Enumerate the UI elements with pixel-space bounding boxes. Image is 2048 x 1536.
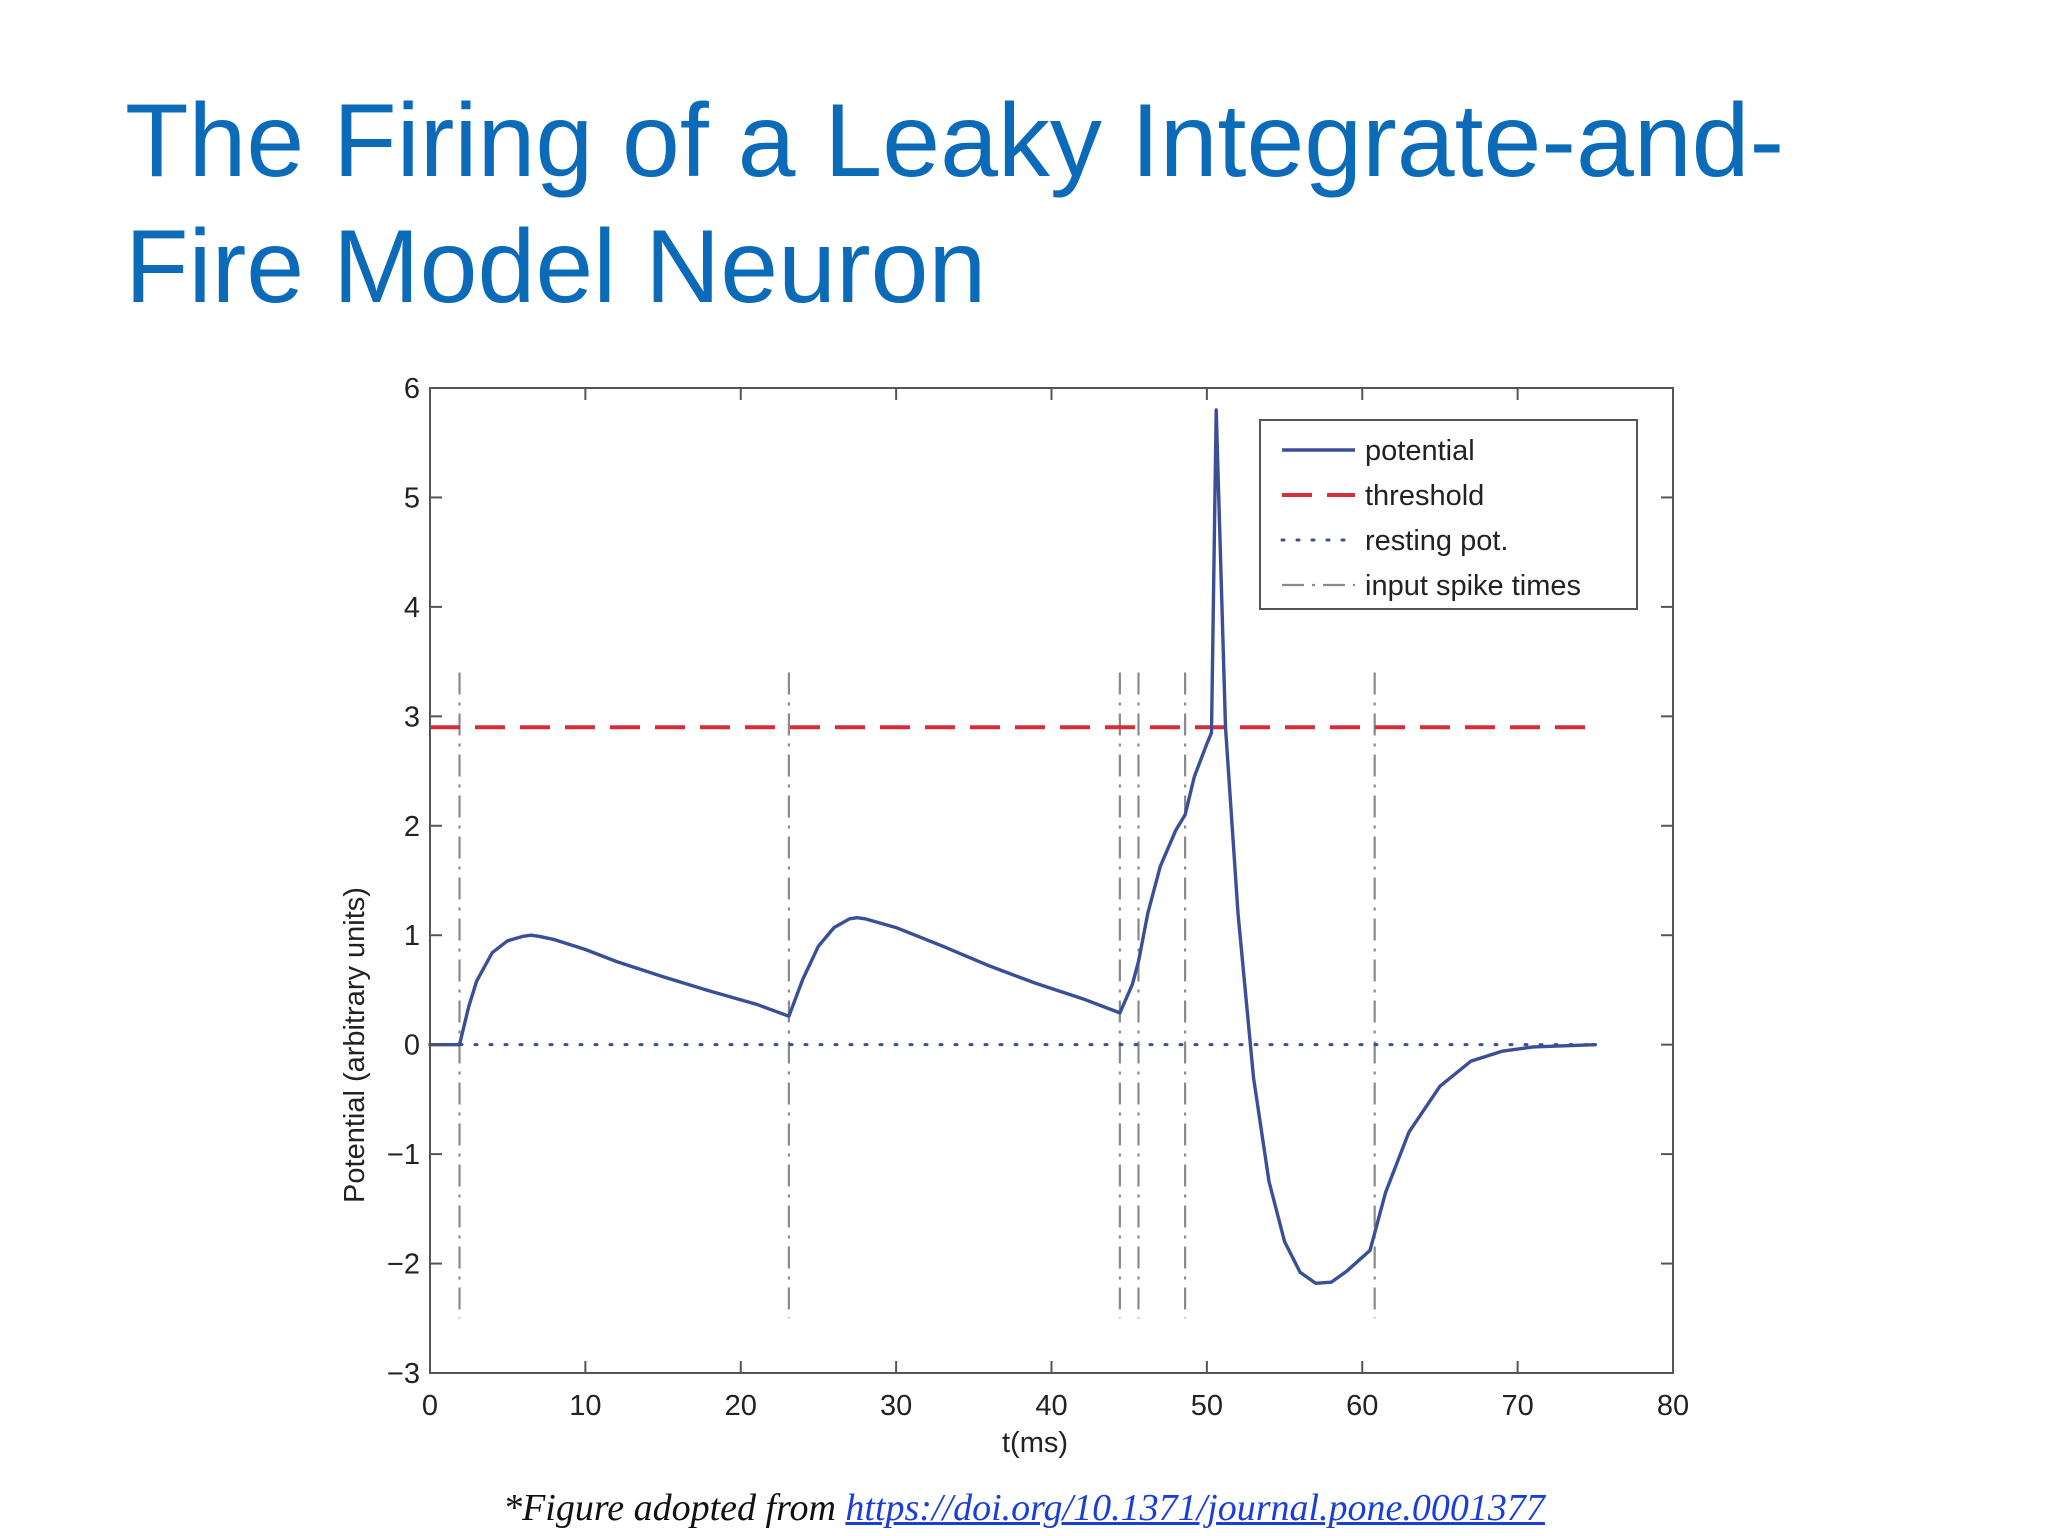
x-tick-label-50: 50	[1191, 1390, 1223, 1422]
y-tick-label-2: 2	[404, 811, 420, 843]
x-tick-label-30: 30	[880, 1390, 912, 1422]
y-tick-label-6: 6	[404, 373, 420, 405]
y-tick-label-1: 1	[404, 920, 420, 952]
doi-link[interactable]: https://doi.org/10.1371/journal.pone.000…	[845, 1487, 1545, 1529]
y-tick-label-5: 5	[404, 482, 420, 514]
legend-label-threshold: threshold	[1365, 480, 1484, 512]
x-tick-label-80: 80	[1657, 1390, 1689, 1422]
y-axis-label: Potential (arbitrary units)	[339, 887, 371, 1203]
y-tick-label-3: 3	[404, 701, 420, 733]
y-tick-label--2: −2	[387, 1249, 420, 1281]
x-tick-label-40: 40	[1035, 1390, 1067, 1422]
lif-chart: 0 10 20 30 40 50 60 70 80 −3 −2 −1 0 1 2 3 4 5 6 potential t…	[339, 373, 1689, 1459]
caption-prefix: *Figure adopted from	[503, 1487, 846, 1529]
y-tick-label--3: −3	[387, 1358, 420, 1390]
x-axis-label: t(ms)	[1002, 1427, 1068, 1459]
x-tick-label-70: 70	[1501, 1390, 1533, 1422]
slide-title: The Firing of a Leaky Integrate-and- Fir…	[125, 78, 1925, 330]
y-tick-label-0: 0	[404, 1030, 420, 1062]
plot-area: 0 10 20 30 40 50 60 70 80 −3 −2 −1 0 1 2 3 4 5 6 potential t…	[387, 373, 1689, 1422]
x-tick-label-60: 60	[1346, 1390, 1378, 1422]
legend-label-input-spike-times: input spike times	[1365, 570, 1581, 602]
y-tick-label--1: −1	[387, 1139, 420, 1171]
slide-title-line-2: Fire Model Neuron	[125, 209, 987, 325]
x-tick-label-20: 20	[725, 1390, 757, 1422]
figure-caption: *Figure adopted from https://doi.org/10.…	[0, 1486, 2048, 1530]
legend: potential threshold resting pot. input spik…	[1259, 419, 1638, 610]
legend-label-potential: potential	[1365, 435, 1475, 467]
x-tick-label-10: 10	[569, 1390, 601, 1422]
x-tick-label-0: 0	[422, 1390, 438, 1422]
potential-line	[428, 408, 1597, 1285]
y-tick-label-4: 4	[404, 592, 420, 624]
legend-label-resting-pot: resting pot.	[1365, 525, 1508, 557]
slide-title-line-1: The Firing of a Leaky Integrate-and-	[125, 83, 1785, 199]
